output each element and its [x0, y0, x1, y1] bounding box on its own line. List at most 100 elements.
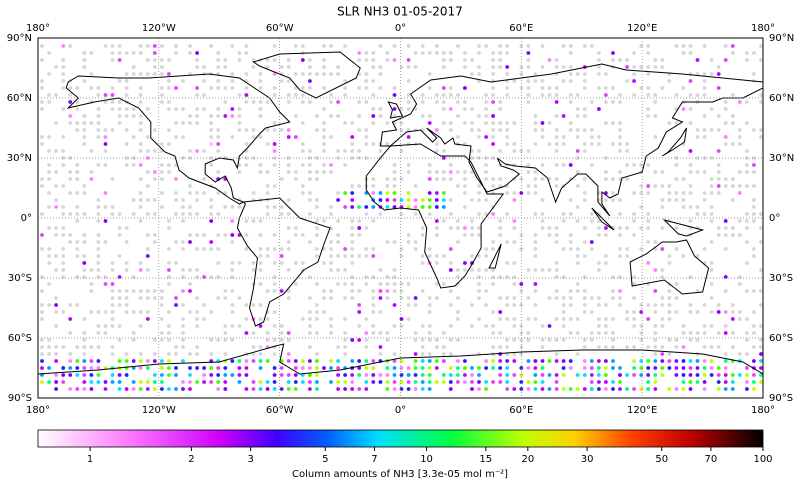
observation-dot	[540, 226, 545, 230]
observation-dot	[413, 373, 418, 377]
observation-dot	[110, 261, 115, 265]
observation-dot	[152, 65, 157, 69]
observation-dot	[61, 261, 66, 265]
observation-dot	[96, 331, 101, 335]
observation-dot	[371, 93, 376, 97]
observation-dot	[674, 373, 679, 377]
observation-dot	[702, 72, 707, 76]
observation-dot	[258, 135, 263, 139]
observation-dot	[568, 289, 573, 293]
observation-dot	[737, 142, 742, 146]
observation-dot	[667, 79, 672, 83]
observation-dot	[336, 282, 340, 286]
observation-dot	[343, 247, 347, 251]
observation-dot	[406, 198, 411, 202]
observation-dot	[667, 191, 672, 195]
observation-dot	[639, 310, 644, 314]
observation-dot	[568, 93, 573, 97]
observation-dot	[456, 366, 460, 370]
observation-dot	[216, 65, 221, 69]
observation-dot	[174, 198, 178, 202]
observation-dot	[357, 128, 362, 132]
observation-dot	[54, 149, 58, 153]
observation-dot	[258, 114, 263, 118]
observation-dot	[117, 114, 122, 118]
observation-dot	[484, 135, 488, 139]
observation-dot	[195, 233, 200, 237]
observation-dot	[448, 93, 453, 97]
observation-dot	[561, 275, 566, 279]
observation-dot	[512, 296, 517, 300]
observation-dot	[427, 51, 432, 55]
observation-dot	[47, 247, 51, 251]
observation-dot	[40, 184, 44, 188]
observation-dot	[568, 212, 573, 216]
observation-dot	[547, 338, 552, 342]
observation-dot	[660, 366, 665, 370]
lat-tick-label: 30°N	[769, 153, 794, 164]
observation-dot	[723, 366, 728, 370]
observation-dot	[456, 170, 460, 174]
observation-dot	[491, 114, 495, 118]
observation-dot	[82, 191, 87, 195]
observation-dot	[589, 338, 594, 342]
observation-dot	[413, 366, 418, 370]
observation-dot	[611, 317, 615, 321]
observation-dot	[315, 373, 319, 377]
observation-dot	[653, 184, 658, 188]
observation-dot	[272, 128, 277, 132]
observation-dot	[737, 310, 742, 314]
observation-dot	[188, 191, 192, 195]
coastline	[591, 207, 615, 231]
observation-dot	[244, 163, 249, 167]
observation-dot	[554, 359, 559, 363]
observation-dot	[329, 205, 333, 209]
lat-tick-label: 90°N	[769, 33, 794, 44]
observation-dot	[167, 338, 171, 342]
lat-tick-label: 0°	[21, 213, 32, 224]
observation-dot	[702, 247, 707, 251]
observation-dot	[597, 51, 601, 55]
observation-dot	[709, 324, 714, 328]
observation-dot	[181, 387, 185, 391]
observation-dot	[286, 359, 291, 363]
observation-dot	[752, 219, 756, 223]
observation-dot	[611, 177, 615, 181]
observation-dot	[491, 282, 495, 286]
observation-dot	[385, 191, 390, 195]
observation-dot	[138, 128, 143, 132]
observation-dot	[329, 366, 333, 370]
observation-dot	[568, 296, 573, 300]
lat-tick-label: 60°S	[8, 333, 32, 344]
observation-dot	[138, 380, 143, 384]
observation-dot	[202, 65, 207, 69]
observation-dot	[745, 58, 749, 62]
observation-dot	[406, 93, 411, 97]
observation-dot	[597, 226, 601, 230]
observation-dot	[300, 93, 305, 97]
observation-dot	[124, 51, 129, 55]
observation-dot	[582, 373, 587, 377]
observation-dot	[209, 352, 214, 356]
observation-dot	[61, 135, 66, 139]
observation-dot	[561, 373, 566, 377]
observation-dot	[61, 79, 66, 83]
observation-dot	[491, 135, 495, 139]
observation-dot	[589, 44, 594, 48]
observation-dot	[54, 303, 58, 307]
observation-dot	[308, 72, 312, 76]
observation-dot	[561, 79, 566, 83]
observation-dot	[618, 373, 622, 377]
observation-dot	[653, 373, 658, 377]
observation-dot	[730, 51, 735, 55]
observation-dot	[378, 107, 383, 111]
observation-dot	[702, 324, 707, 328]
chart-title: SLR NH3 01-05-2017	[337, 5, 463, 19]
observation-dot	[343, 191, 347, 195]
observation-dot	[456, 296, 460, 300]
observation-dot	[646, 345, 651, 349]
observation-dot	[152, 380, 157, 384]
observation-dot	[265, 212, 270, 216]
observation-dot	[463, 373, 467, 377]
observation-dot	[568, 72, 573, 76]
